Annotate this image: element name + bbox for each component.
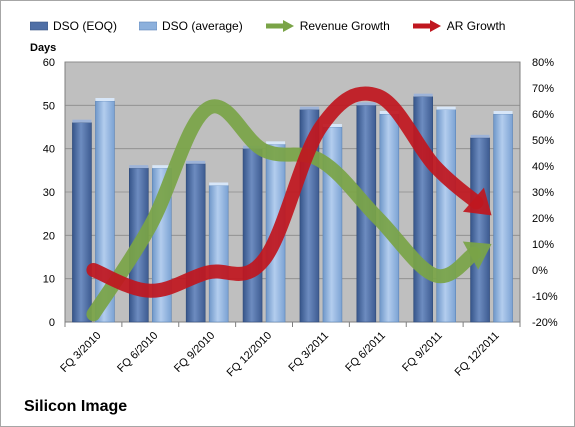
bar-cap-dso-eoq — [299, 106, 319, 110]
y-right-tick-label: 60% — [532, 109, 554, 121]
y-right-tick-label: -10% — [532, 291, 558, 303]
legend-item-ar-growth: AR Growth — [412, 19, 506, 33]
arrowhead-ar-growth — [462, 187, 492, 216]
x-tick-label: FQ 6/2011 — [343, 330, 388, 375]
legend-label-dso-eoq: DSO (EOQ) — [53, 19, 118, 33]
y-axis-left-title: Days — [30, 42, 57, 54]
legend-label-ar-growth: AR Growth — [446, 19, 506, 33]
line-revenue-growth — [86, 99, 482, 322]
bar-cap-dso-eoq — [186, 160, 206, 164]
legend-arrow-ar-growth — [412, 20, 441, 32]
y-left-tick-label: 30 — [43, 187, 55, 199]
bar-cap-dso-average — [209, 182, 229, 186]
bar-dso-average — [436, 109, 456, 323]
chart-legend: DSO (EOQ) DSO (average) Revenue Growth A… — [30, 16, 527, 36]
bar-dso-eoq — [470, 137, 490, 323]
y-right-tick-label: -20% — [532, 317, 558, 329]
y-left-tick-label: 0 — [49, 317, 55, 329]
bar-dso-eoq — [242, 148, 263, 323]
legend-label-dso-average: DSO (average) — [162, 19, 243, 33]
bar-dso-eoq — [72, 122, 92, 323]
legend-swatch-dso-eoq — [30, 21, 48, 31]
y-left-tick-label: 60 — [43, 57, 55, 69]
x-tick-label: FQ 3/2011 — [286, 330, 331, 375]
bar-cap-dso-average — [152, 165, 172, 169]
bar-cap-dso-average — [493, 111, 513, 114]
chart-caption: Silicon Image — [24, 398, 128, 415]
y-left-tick-label: 10 — [43, 274, 55, 286]
arrowhead-revenue-growth — [462, 241, 492, 270]
x-tick-label: FQ 6/2010 — [115, 330, 160, 375]
bar-cap-dso-eoq — [72, 119, 92, 123]
bar-cap-dso-average — [95, 98, 115, 101]
legend-arrow-revenue-growth — [265, 20, 294, 32]
y-left-tick-label: 20 — [43, 230, 55, 242]
bar-cap-dso-eoq — [470, 134, 490, 138]
bar-cap-dso-average — [322, 124, 342, 127]
y-right-tick-label: 10% — [532, 239, 554, 251]
legend-item-dso-eoq: DSO (EOQ) — [30, 19, 117, 33]
legend-swatch-dso-average — [139, 21, 158, 31]
bar-cap-dso-average — [436, 106, 456, 110]
y-right-tick-label: 80% — [532, 57, 554, 69]
bar-cap-dso-average — [266, 141, 286, 145]
bar-cap-dso-eoq — [129, 165, 149, 169]
legend-item-dso-average: DSO (average) — [139, 19, 243, 33]
y-right-tick-label: 0% — [532, 265, 548, 277]
x-tick-label: FQ 12/2011 — [453, 330, 502, 379]
y-right-tick-label: 70% — [532, 83, 554, 95]
y-left-tick-label: 50 — [43, 100, 55, 112]
bar-dso-eoq — [185, 163, 206, 323]
y-right-tick-label: 50% — [532, 135, 554, 147]
x-tick-label: FQ 3/2010 — [58, 330, 103, 375]
legend-label-revenue-growth: Revenue Growth — [299, 19, 390, 33]
x-tick-label: FQ 9/2010 — [172, 330, 217, 375]
bar-dso-average — [208, 185, 229, 323]
y-left-tick-label: 40 — [43, 144, 55, 156]
line-ar-growth — [86, 86, 484, 298]
y-right-tick-label: 40% — [532, 161, 554, 173]
bar-dso-average — [493, 113, 513, 323]
y-right-tick-label: 20% — [532, 213, 554, 225]
x-tick-label: FQ 12/2010 — [225, 330, 275, 380]
bar-cap-dso-eoq — [356, 102, 376, 106]
bar-cap-dso-eoq — [413, 93, 433, 97]
x-tick-label: FQ 9/2011 — [400, 330, 445, 375]
y-right-tick-label: 30% — [532, 187, 554, 199]
legend-item-revenue-growth: Revenue Growth — [265, 19, 390, 33]
